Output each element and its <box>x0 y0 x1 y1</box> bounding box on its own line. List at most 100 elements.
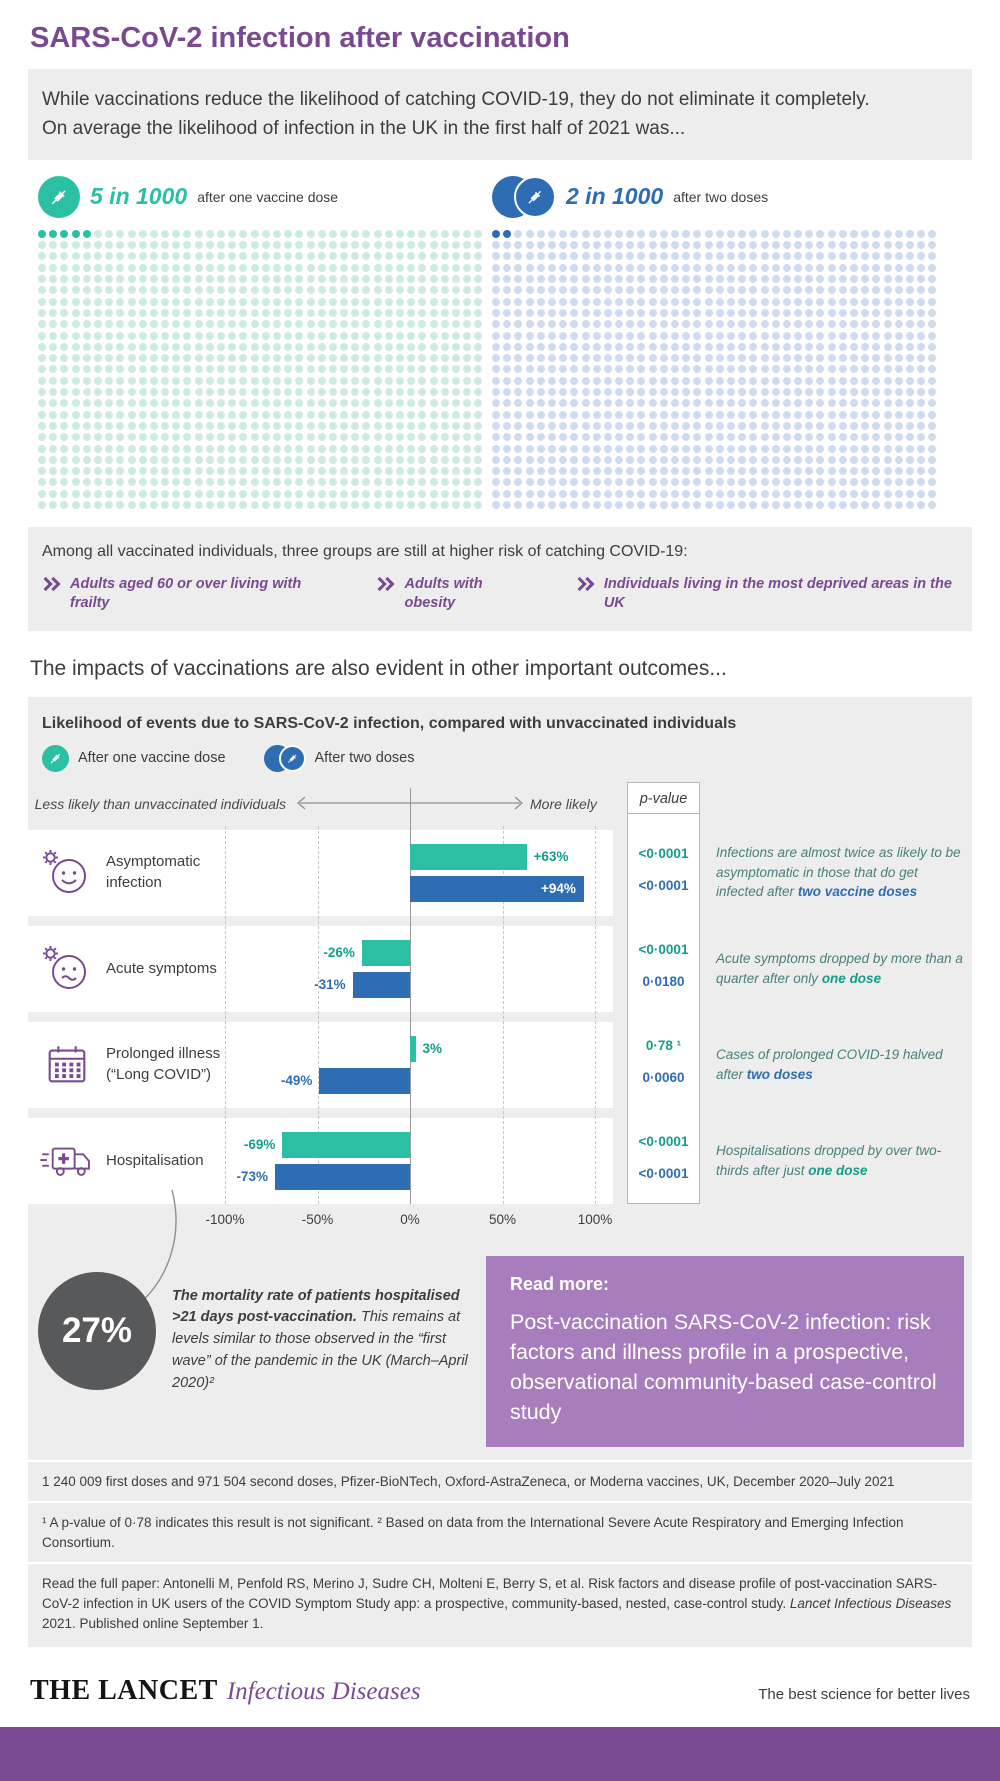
dot <box>592 320 601 329</box>
dot <box>648 354 657 363</box>
dot <box>704 421 713 430</box>
dot <box>536 478 545 487</box>
dot <box>60 308 69 317</box>
dot <box>71 275 80 284</box>
dot <box>592 342 601 351</box>
dot <box>205 331 214 340</box>
risk-groups-list: Adults aged 60 or over living with frail… <box>42 575 958 613</box>
dot <box>559 410 568 419</box>
dot <box>429 297 438 306</box>
dot <box>429 501 438 509</box>
dot <box>570 275 579 284</box>
dot <box>547 241 556 250</box>
dot <box>771 501 780 509</box>
dot <box>284 489 293 498</box>
dot <box>838 331 847 340</box>
dot <box>384 376 393 385</box>
two-dose-rate-suffix: after two doses <box>673 188 769 205</box>
dot <box>351 241 360 250</box>
dot <box>384 252 393 261</box>
dot <box>328 241 337 250</box>
dot <box>38 410 46 419</box>
dot <box>547 331 556 340</box>
legend-one-dose-label: After one vaccine dose <box>78 750 226 767</box>
dot <box>671 354 679 363</box>
dot <box>105 421 114 430</box>
dot <box>749 478 758 487</box>
dot <box>138 467 147 476</box>
dot <box>71 489 80 498</box>
dot <box>127 286 136 295</box>
dot <box>615 501 624 509</box>
dot <box>838 376 847 385</box>
dot <box>704 489 713 498</box>
dot <box>116 501 125 509</box>
dot <box>894 320 903 329</box>
dot <box>671 320 679 329</box>
dot <box>883 399 892 408</box>
dot <box>547 229 556 238</box>
dot <box>295 376 304 385</box>
dot <box>547 489 556 498</box>
dot <box>183 501 192 509</box>
dot <box>217 501 225 509</box>
dot <box>626 320 635 329</box>
dot <box>228 308 237 317</box>
dot <box>205 354 214 363</box>
dot <box>217 478 225 487</box>
dot <box>306 467 315 476</box>
dot <box>760 331 769 340</box>
dot <box>704 365 713 374</box>
dot <box>373 331 382 340</box>
dot <box>603 263 612 272</box>
calendar-icon <box>36 1022 98 1108</box>
dot <box>872 342 881 351</box>
dot <box>850 467 858 476</box>
dot <box>559 263 568 272</box>
dot <box>794 399 803 408</box>
dot <box>883 501 892 509</box>
dot <box>217 275 225 284</box>
dot <box>514 501 523 509</box>
dot <box>183 354 192 363</box>
dot <box>295 501 304 509</box>
dot <box>105 297 114 306</box>
dot <box>715 455 724 464</box>
dot <box>328 421 337 430</box>
dot <box>760 263 769 272</box>
two-dose-syringe-icon <box>263 744 306 772</box>
dot <box>116 376 125 385</box>
dot <box>738 467 747 476</box>
dot <box>782 252 791 261</box>
bar-blue <box>319 1067 410 1094</box>
dot <box>671 433 679 442</box>
dot <box>671 388 679 397</box>
dot <box>827 320 836 329</box>
dot <box>850 331 858 340</box>
dot <box>317 308 326 317</box>
dot <box>317 489 326 498</box>
dot <box>760 297 769 306</box>
dot <box>615 320 624 329</box>
dot <box>760 229 769 238</box>
dot <box>559 297 568 306</box>
dot <box>384 421 393 430</box>
dot <box>861 455 870 464</box>
dot <box>183 433 192 442</box>
dot <box>340 444 349 453</box>
dot <box>217 388 225 397</box>
dot <box>407 376 416 385</box>
dot <box>384 388 393 397</box>
dot <box>693 342 702 351</box>
dot <box>704 342 713 351</box>
p-value-one-dose: <0·0001 <box>638 1133 689 1149</box>
dot <box>71 320 80 329</box>
dot <box>525 433 534 442</box>
dot <box>250 478 259 487</box>
dot <box>373 263 382 272</box>
dot <box>105 252 114 261</box>
dot <box>805 229 814 238</box>
dot <box>60 263 69 272</box>
footnote-citation-prefix: Read the full paper: Antonelli M, Penfol… <box>42 1576 938 1611</box>
dot <box>272 455 281 464</box>
